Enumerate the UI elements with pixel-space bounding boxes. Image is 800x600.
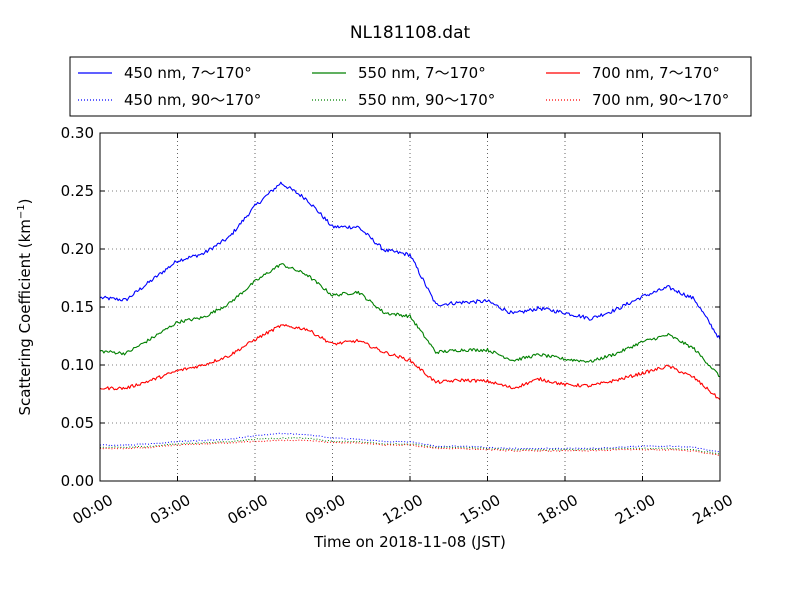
legend-label: 450 nm, 90～170° xyxy=(124,91,261,109)
x-tick-label: 09:00 xyxy=(302,491,348,528)
legend-label: 550 nm, 7～170° xyxy=(358,64,486,82)
x-axis-label: Time on 2018-11-08 (JST) xyxy=(313,533,506,551)
series-line xyxy=(99,181,721,340)
series-line xyxy=(100,432,721,453)
y-tick-label: 0.00 xyxy=(61,472,94,490)
y-axis-label: Scattering Coefficient (km−1) xyxy=(16,198,34,415)
legend-label: 450 nm, 7～170° xyxy=(124,64,252,82)
series-line xyxy=(99,263,721,378)
x-tick-label: 24:00 xyxy=(690,491,736,528)
y-tick-label: 0.25 xyxy=(61,182,94,200)
y-tick-label: 0.10 xyxy=(61,356,94,374)
grid xyxy=(100,133,720,481)
y-tick-label: 0.15 xyxy=(61,298,94,316)
series-line xyxy=(99,324,721,401)
y-axis-label-close: ) xyxy=(16,198,34,204)
x-tick-label: 15:00 xyxy=(457,491,503,528)
x-tick-label: 00:00 xyxy=(70,491,116,528)
legend-label: 550 nm, 90～170° xyxy=(358,91,495,109)
series-layer xyxy=(99,181,721,456)
y-tick-label: 0.05 xyxy=(61,414,94,432)
x-tick-label: 06:00 xyxy=(225,491,271,528)
y-tick-label: 0.30 xyxy=(61,124,94,142)
y-tick-label: 0.20 xyxy=(61,240,94,258)
legend: 450 nm, 7～170° 450 nm, 90～170° 550 nm, 7～1… xyxy=(69,56,752,117)
x-tick-label: 03:00 xyxy=(147,491,193,528)
series-line xyxy=(100,437,721,455)
x-tick-label: 18:00 xyxy=(535,491,581,528)
ticks: 00:00 03:00 06:00 09:00 12:00 15:00 18:00 21:00… xyxy=(61,124,736,528)
x-tick-label: 21:00 xyxy=(612,491,658,528)
legend-label: 700 nm, 7～170° xyxy=(592,64,720,82)
legend-box xyxy=(69,56,752,117)
chart-title: NL181108.dat xyxy=(350,23,471,43)
y-axis-label-exponent: −1 xyxy=(16,204,27,219)
x-tick-label: 12:00 xyxy=(380,491,426,528)
legend-label: 700 nm, 90～170° xyxy=(592,91,729,109)
y-axis-label-main: Scattering Coefficient (km xyxy=(16,219,34,415)
